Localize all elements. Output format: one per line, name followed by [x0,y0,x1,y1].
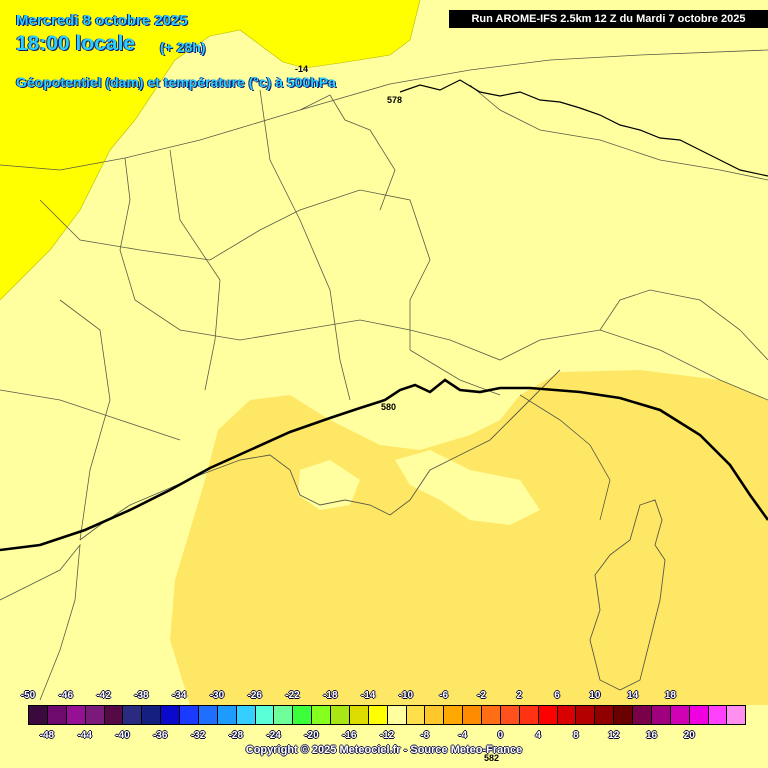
legend-tick-label: 20 [683,730,695,741]
legend-swatch [500,706,520,724]
legend-swatch [595,706,615,724]
legend-tick-label: 14 [627,690,639,701]
map-borders [0,49,768,701]
zone-minus12-patch [298,460,360,510]
legend-swatch [331,706,350,724]
legend-swatch [293,706,313,724]
zone-minus12-patch [395,450,540,525]
geopotential-contour-578 [399,79,768,177]
legend-swatch [482,706,501,724]
legend-tick-label: 8 [573,730,579,741]
legend-swatch [538,706,558,724]
legend-tick-label: -2 [477,690,486,701]
legend-swatch [85,706,105,724]
legend-tick-label: -8 [420,730,430,741]
legend-swatch [66,706,86,724]
parameter-title: Géopotentiel (dam) et température (°c) à… [16,74,336,90]
legend-tick-label: -42 [96,690,111,701]
legend-tick-label: 6 [554,690,560,701]
legend-tick-label: -46 [58,690,73,701]
legend-tick-label: -26 [247,690,262,701]
legend-swatch [180,706,199,724]
legend-tick-label: -10 [398,690,414,701]
legend-tick-label: 16 [645,730,658,741]
legend-tick-label: -50 [20,690,36,701]
legend-swatch [142,706,162,724]
geopotential-contour-580 [0,378,768,552]
legend-swatch [727,706,746,724]
legend-swatch [708,706,728,724]
legend-swatch [198,706,218,724]
legend-tick-label: -14 [360,690,376,701]
legend-swatch [387,706,407,724]
legend-tick-label: -44 [77,730,92,741]
legend-swatch [161,706,180,724]
legend-swatch [236,706,256,724]
legend-tick-label: -16 [341,730,357,741]
label-contour-578: 578 [387,95,402,105]
legend-tick-label: 0 [497,730,504,741]
legend-tick-label: -18 [323,690,338,701]
label-contour-582: 582 [484,753,499,763]
color-legend [28,705,746,725]
forecast-date: Mercredi 8 octobre 2025 [16,12,188,29]
legend-swatch [104,706,124,724]
legend-tick-label: 18 [664,690,676,701]
legend-tick-label: -28 [228,730,244,741]
isotherm-minus14 [0,0,421,301]
legend-tick-label: -40 [115,730,130,741]
legend-swatch [255,706,275,724]
legend-tick-label: -32 [190,730,206,741]
legend-swatch [651,706,671,724]
legend-tick-label: -4 [458,730,468,741]
legend-swatch [463,706,482,724]
legend-tick-label: -38 [134,690,149,701]
legend-swatch [29,706,48,724]
label-contour-580: 580 [381,402,396,412]
legend-tick-label: 10 [589,690,601,701]
legend-swatch [576,706,596,724]
legend-tick-label: -24 [266,730,281,741]
legend-tick-label: -6 [439,690,449,701]
legend-swatch [670,706,690,724]
legend-swatch [614,706,633,724]
label-isotherm-minus14: -14 [295,64,308,74]
legend-swatch [349,706,369,724]
legend-swatch [368,706,388,724]
legend-tick-label: -22 [285,690,300,701]
legend-swatch [406,706,426,724]
zone-minus10-area [170,370,768,705]
legend-swatch [444,706,464,724]
legend-tick-label: 2 [516,690,523,701]
legend-tick-label: -12 [379,730,395,741]
zone-minus14-area [0,0,420,300]
legend-tick-label: 4 [535,730,541,741]
legend-tick-label: -20 [304,730,319,741]
legend-swatch [519,706,539,724]
forecast-time: 18:00 locale [16,32,136,55]
legend-swatch [217,706,237,724]
legend-tick-label: -48 [39,730,55,741]
legend-swatch [47,706,67,724]
legend-swatch [633,706,652,724]
legend-tick-label: -34 [171,690,187,701]
legend-swatch [557,706,577,724]
model-run-label: Run AROME-IFS 2.5km 12 Z du Mardi 7 octo… [449,10,768,28]
legend-swatch [312,706,331,724]
legend-tick-label: -36 [153,730,168,741]
forecast-lead-time: (+ 28h) [160,39,206,55]
copyright: Copyright © 2025 Meteociel.fr - Source M… [245,744,523,756]
legend-swatch [274,706,294,724]
legend-tick-label: -30 [209,690,225,701]
legend-swatch [123,706,143,724]
legend-swatch [689,706,709,724]
legend-swatch [425,706,445,724]
legend-tick-label: 12 [608,730,620,741]
